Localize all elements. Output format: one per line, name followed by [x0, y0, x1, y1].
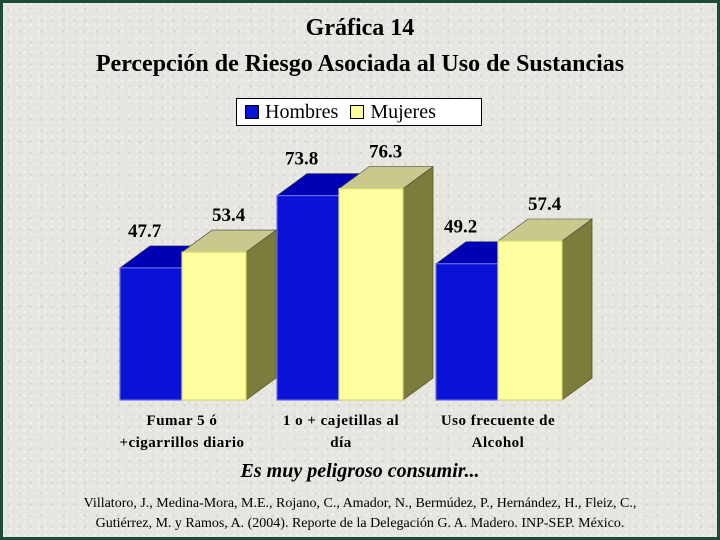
chart-caption: Es muy peligroso consumir...: [240, 460, 480, 482]
legend-label-hombres: Hombres: [265, 100, 339, 123]
category-label-line: Alcohol: [471, 435, 525, 451]
data-label-mujeres-0: 53.4: [212, 205, 246, 226]
category-label-line: Uso frecuente de: [440, 413, 556, 429]
data-label-mujeres-2: 57.4: [528, 194, 562, 215]
data-label-hombres-1: 73.8: [285, 149, 318, 170]
bar-mujeres-2: [497, 240, 563, 401]
category-label-line: 1 o + cajetillas al: [282, 413, 400, 429]
bar-side-mujeres-1: [402, 165, 434, 401]
bar-mujeres-1: [338, 188, 404, 401]
legend-item-hombres: Hombres: [245, 101, 338, 124]
category-label-line: día: [330, 435, 352, 451]
citation-line-1: Villatoro, J., Medina-Mora, M.E., Rojano…: [83, 496, 637, 511]
bar-mujeres-0: [181, 251, 247, 401]
chart-title: Gráfica 14: [305, 15, 415, 41]
chart-subtitle: Percepción de Riesgo Asociada al Uso de …: [95, 51, 625, 77]
bar-side-mujeres-0: [245, 229, 277, 401]
legend-swatch-mujeres: [350, 105, 365, 119]
category-label-cajetillas: 1 o + cajetillas al día: [261, 410, 421, 454]
legend: Hombres Mujeres: [236, 98, 482, 126]
legend-swatch-hombres: [245, 105, 259, 119]
bar-side-mujeres-2: [561, 218, 593, 401]
data-label-mujeres-1: 76.3: [369, 142, 402, 163]
category-label-alcohol: Uso frecuente de Alcohol: [418, 410, 578, 454]
bar-hombres-2: [435, 263, 501, 401]
category-label-line: +cigarrillos diario: [119, 435, 245, 451]
citation: Villatoro, J., Medina-Mora, M.E., Rojano…: [40, 494, 680, 534]
bar-hombres-1: [276, 194, 342, 401]
legend-item-mujeres: Mujeres: [350, 101, 436, 124]
bar-hombres-0: [119, 267, 185, 401]
citation-line-2: Gutiérrez, M. y Ramos, A. (2004). Report…: [95, 516, 625, 531]
category-label-fumar: Fumar 5 ó +cigarrillos diario: [102, 410, 262, 454]
data-label-hombres-2: 49.2: [444, 217, 477, 238]
legend-label-mujeres: Mujeres: [370, 100, 436, 123]
data-label-hombres-0: 47.7: [128, 221, 162, 242]
category-label-line: Fumar 5 ó: [146, 413, 218, 429]
